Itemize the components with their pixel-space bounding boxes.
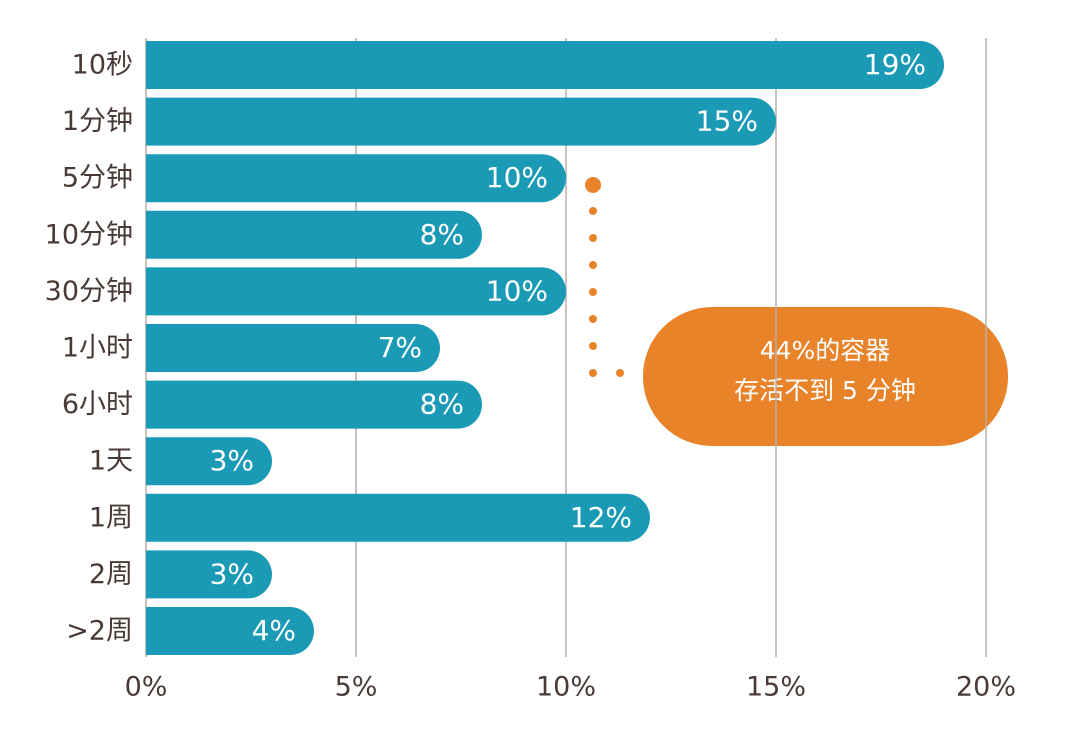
value-label: 12%: [570, 501, 632, 534]
y-tick-label: 5分钟: [62, 163, 133, 194]
annotation-bubble: [643, 307, 1008, 446]
value-label: 8%: [420, 388, 464, 421]
value-label: 8%: [420, 218, 464, 251]
bar: [146, 154, 566, 203]
value-label: 3%: [210, 444, 254, 477]
y-tick-label: 1分钟: [62, 106, 133, 137]
y-tick-label: 2周: [89, 559, 133, 590]
x-tick-label: 10%: [536, 672, 596, 703]
bar: [146, 437, 272, 486]
bar: [146, 607, 314, 655]
y-tick-label: 1小时: [62, 333, 133, 364]
y-tick-label: 6小时: [62, 389, 133, 420]
bar: [146, 97, 776, 146]
bar: [146, 267, 566, 316]
x-tick-label: 5%: [335, 672, 378, 703]
x-tick-label: 15%: [746, 672, 806, 703]
annotation-connector: [585, 177, 624, 377]
bar: [146, 550, 272, 599]
x-tick-label: 0%: [125, 672, 168, 703]
value-label: 19%: [864, 48, 926, 81]
annotation-text: 44%的容器: [760, 336, 891, 365]
value-label: 7%: [378, 331, 422, 364]
bar: [146, 210, 482, 259]
y-tick-label: >2周: [66, 616, 133, 647]
y-tick-label: 1天: [89, 446, 133, 477]
bar: [146, 493, 650, 542]
value-label: 10%: [486, 161, 548, 194]
x-tick-label: 20%: [956, 672, 1016, 703]
annotation-text: 存活不到 5 分钟: [734, 376, 916, 405]
value-label: 4%: [252, 614, 296, 647]
bar: [146, 41, 944, 89]
bar: [146, 380, 482, 429]
value-label: 15%: [696, 105, 758, 138]
y-tick-label: 10分钟: [45, 219, 133, 250]
y-tick-label: 10秒: [72, 50, 133, 81]
value-label: 10%: [486, 274, 548, 307]
value-label: 3%: [210, 557, 254, 590]
bar: [146, 324, 440, 372]
y-tick-label: 30分钟: [45, 276, 133, 307]
y-tick-label: 1周: [89, 502, 133, 533]
